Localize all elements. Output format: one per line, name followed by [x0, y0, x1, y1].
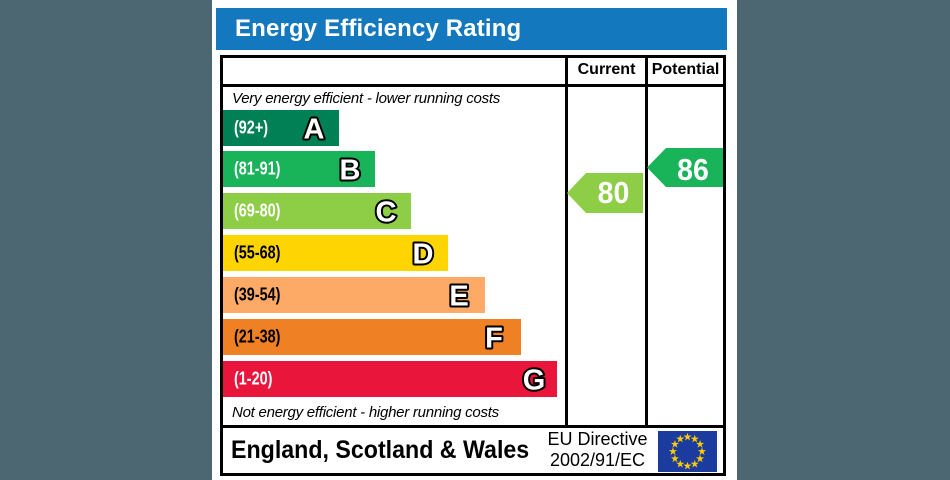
svg-text:F: F — [485, 323, 503, 355]
svg-text:C: C — [376, 197, 397, 229]
svg-text:G: G — [523, 365, 546, 397]
svg-text:A: A — [304, 114, 325, 146]
svg-text:D: D — [413, 239, 434, 271]
svg-text:E: E — [449, 281, 468, 313]
svg-text:B: B — [340, 155, 361, 187]
